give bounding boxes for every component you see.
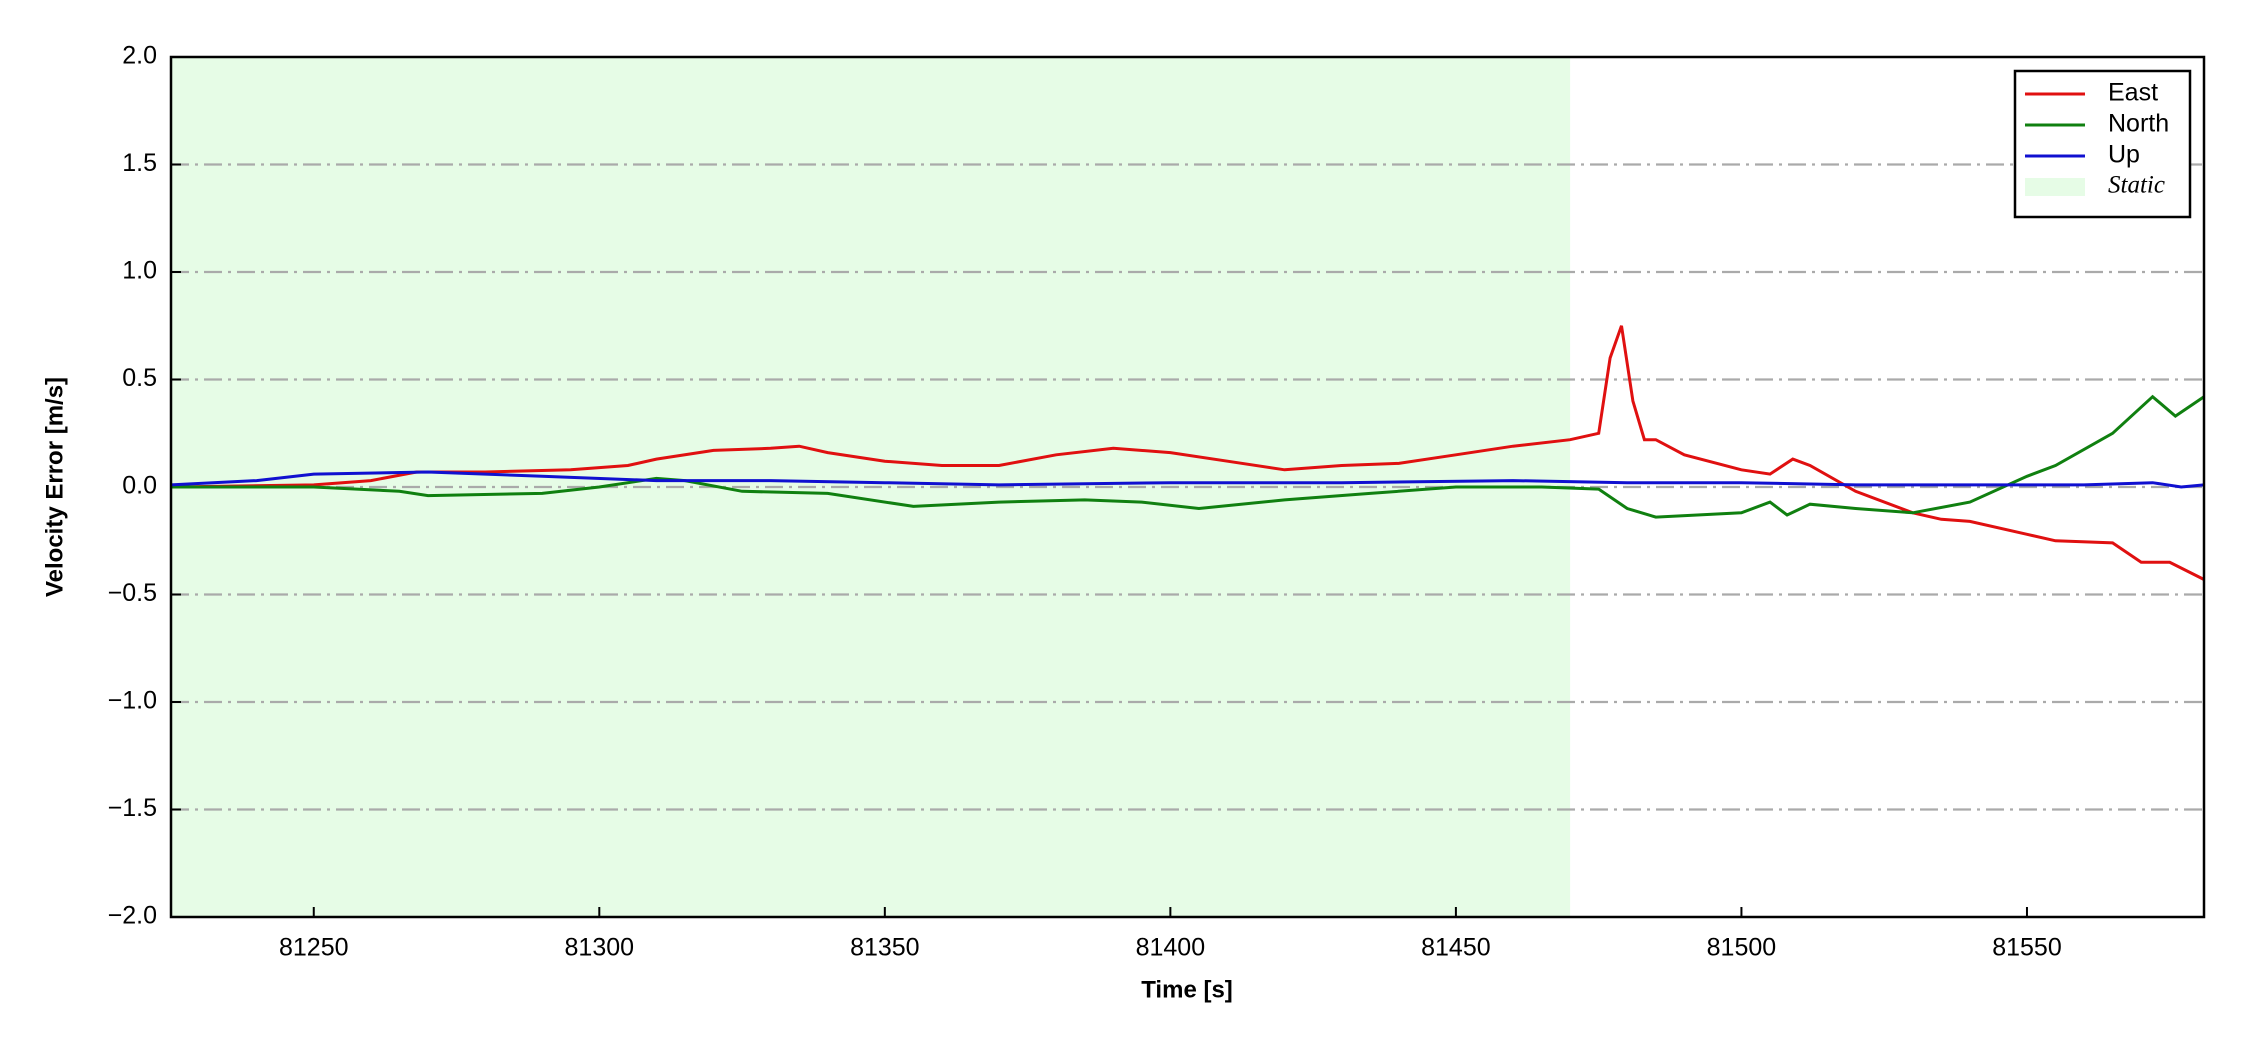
legend-label: North <box>2108 110 2169 138</box>
y-tick-label: 0.0 <box>122 472 157 500</box>
x-tick-label: 81450 <box>1421 934 1491 962</box>
y-tick-label: 1.0 <box>122 257 157 285</box>
legend-label: Up <box>2108 141 2140 169</box>
x-axis-label: Time [s] <box>1141 976 1233 1003</box>
legend-label: East <box>2108 79 2158 107</box>
y-tick-label: 2.0 <box>122 42 157 70</box>
x-tick-label: 81350 <box>850 934 920 962</box>
x-tick-label: 81250 <box>279 934 349 962</box>
x-tick-label: 81400 <box>1136 934 1206 962</box>
y-tick-label: −1.5 <box>108 794 157 822</box>
line-east <box>170 325 2205 581</box>
legend-label: Static <box>2108 172 2165 199</box>
legend-swatch <box>2025 178 2085 196</box>
y-tick-label: −1.0 <box>108 687 157 715</box>
y-tick-label: 1.5 <box>122 149 157 177</box>
y-axis-label: Velocity Error [m/s] <box>41 377 68 597</box>
x-tick-label: 81300 <box>565 934 635 962</box>
y-tick-label: −0.5 <box>108 579 157 607</box>
y-tick-label: 0.5 <box>122 364 157 392</box>
y-tick-label: −2.0 <box>108 902 157 930</box>
x-tick-label: 81550 <box>1992 934 2062 962</box>
x-tick-label: 81500 <box>1707 934 1777 962</box>
plot-frame <box>169 55 2206 919</box>
line-up <box>170 470 2205 489</box>
